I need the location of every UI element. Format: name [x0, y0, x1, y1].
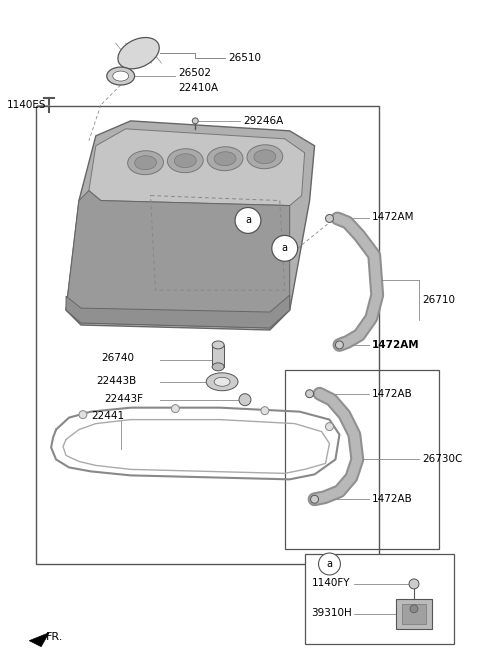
Ellipse shape	[207, 147, 243, 171]
Circle shape	[239, 394, 251, 405]
Polygon shape	[66, 121, 314, 330]
Text: 1140FY: 1140FY	[312, 578, 350, 588]
Polygon shape	[29, 633, 49, 646]
Polygon shape	[89, 129, 305, 206]
Circle shape	[325, 214, 334, 223]
Bar	[402, 604, 426, 623]
Circle shape	[306, 390, 313, 397]
Text: a: a	[245, 215, 251, 225]
Circle shape	[79, 411, 87, 419]
Circle shape	[272, 235, 298, 261]
Text: 1472AB: 1472AB	[372, 494, 413, 505]
Text: 22443B: 22443B	[96, 376, 136, 386]
Circle shape	[235, 208, 261, 233]
Text: a: a	[282, 243, 288, 254]
Ellipse shape	[107, 67, 134, 85]
Circle shape	[171, 405, 180, 413]
Circle shape	[319, 553, 340, 575]
Ellipse shape	[206, 373, 238, 391]
Circle shape	[311, 495, 319, 503]
Text: 1472AM: 1472AM	[372, 212, 415, 223]
Ellipse shape	[118, 37, 159, 69]
Text: FR.: FR.	[46, 631, 63, 642]
Ellipse shape	[174, 154, 196, 168]
Text: 22410A: 22410A	[179, 83, 218, 93]
Text: 26502: 26502	[179, 68, 211, 78]
Text: 1472AB: 1472AB	[372, 389, 413, 399]
Ellipse shape	[212, 363, 224, 371]
Bar	[285, 370, 439, 549]
Circle shape	[336, 341, 343, 349]
Circle shape	[261, 407, 269, 415]
Text: 39310H: 39310H	[312, 608, 352, 618]
Text: 22443F: 22443F	[104, 394, 143, 403]
Polygon shape	[66, 191, 290, 328]
Ellipse shape	[113, 71, 129, 81]
Bar	[36, 106, 379, 564]
Ellipse shape	[212, 341, 224, 349]
Text: 26710: 26710	[422, 295, 455, 305]
Text: 26740: 26740	[101, 353, 134, 363]
Text: 1472AM: 1472AM	[372, 340, 420, 350]
Text: 22441: 22441	[91, 411, 124, 420]
Circle shape	[409, 579, 419, 589]
Ellipse shape	[247, 145, 283, 169]
Text: 26730C: 26730C	[422, 455, 462, 464]
Polygon shape	[66, 295, 290, 328]
Text: a: a	[326, 559, 333, 569]
Ellipse shape	[134, 156, 156, 170]
Text: 26510: 26510	[228, 53, 261, 63]
Bar	[212, 345, 224, 367]
Text: 29246A: 29246A	[243, 116, 283, 126]
Text: 1140ES: 1140ES	[6, 100, 46, 110]
Bar	[396, 599, 432, 629]
Circle shape	[410, 605, 418, 613]
Ellipse shape	[128, 150, 163, 175]
Bar	[305, 554, 454, 644]
Ellipse shape	[168, 148, 203, 173]
Ellipse shape	[254, 150, 276, 164]
Ellipse shape	[214, 377, 230, 386]
Circle shape	[192, 118, 198, 124]
Circle shape	[325, 422, 334, 430]
Ellipse shape	[214, 152, 236, 166]
